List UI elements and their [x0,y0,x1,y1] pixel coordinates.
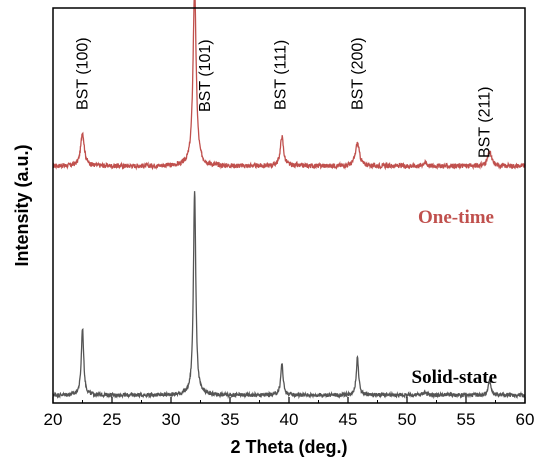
x-tick-label: 35 [221,410,240,429]
x-tick-label: 25 [103,410,122,429]
x-tick-label: 20 [44,410,63,429]
peak-label: BST (200) [349,37,366,110]
series-label-solid-state: Solid-state [412,367,498,388]
peak-label: BST (100) [75,37,92,110]
x-tick-label: 55 [457,410,476,429]
peak-label: BST (101) [197,39,214,112]
x-tick-label: 40 [280,410,299,429]
plot-content [52,0,526,400]
x-tick-label: 60 [516,410,535,429]
peak-label: BST (211) [477,87,494,158]
x-tick-label: 50 [398,410,417,429]
series-line-one-time [52,0,526,171]
y-axis-title: Intensity (a.u.) [12,144,32,266]
x-tick-label: 30 [162,410,181,429]
x-axis-title: 2 Theta (deg.) [230,437,347,457]
series-label-one-time: One-time [418,207,494,228]
x-axis: 20 25 30 35 40 45 50 55 60 [44,397,535,429]
peak-label: BST (111) [273,40,290,110]
peak-annotations: BST (100) BST (101) BST (111) BST (200) BST … [75,37,494,158]
series-line-solid-state [52,191,526,400]
x-tick-label: 45 [339,410,358,429]
